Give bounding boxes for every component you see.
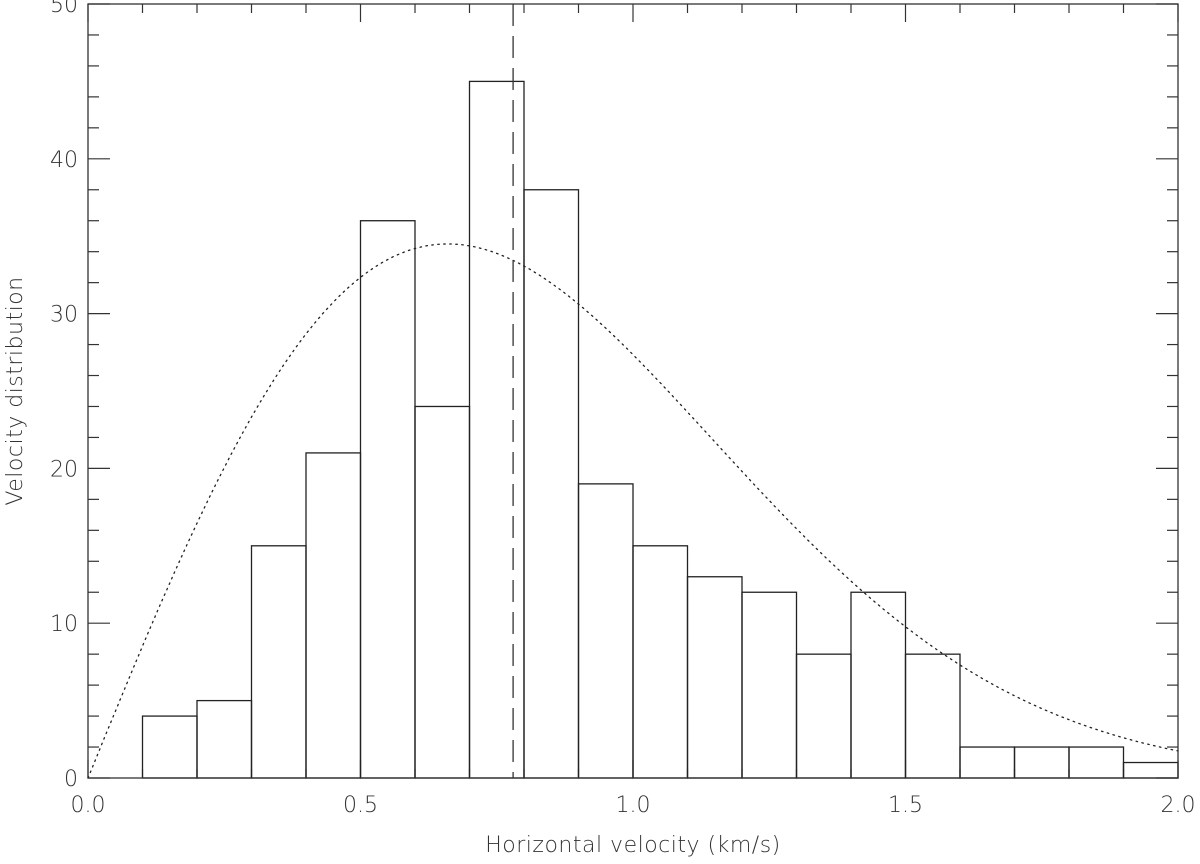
plot-frame	[87, 3, 1179, 779]
y-tick-label: 30	[50, 303, 78, 328]
y-axis-title: Velocity distribution	[3, 276, 28, 505]
histogram-bar	[414, 405, 471, 779]
x-tick-label: 0.5	[343, 793, 378, 818]
histogram-bar	[468, 80, 525, 779]
histogram-bar	[305, 452, 362, 779]
x-tick-label: 2.0	[1161, 793, 1196, 818]
y-tick-label: 40	[50, 148, 78, 173]
histogram-bar	[959, 746, 1016, 779]
fit-curve	[87, 243, 1179, 779]
histogram-bar	[523, 189, 580, 779]
histogram-bar	[1122, 761, 1179, 779]
x-tick-label: 0.0	[71, 793, 106, 818]
histogram-bar	[577, 483, 634, 779]
histogram-bar	[141, 715, 198, 779]
x-axis-title: Horizontal velocity (km/s)	[485, 833, 781, 858]
y-tick-label: 0	[64, 767, 78, 792]
y-tick-label: 50	[50, 0, 78, 18]
histogram-bar	[1013, 746, 1070, 779]
histogram-bar	[632, 545, 689, 779]
histogram-bar	[1068, 746, 1125, 779]
y-tick-labels: 0 10 20 30 40 50	[50, 0, 78, 792]
fit-curve-layer	[87, 243, 1179, 779]
histogram-bar	[741, 591, 798, 779]
histogram-bar	[795, 653, 852, 779]
histogram-bar	[250, 545, 307, 779]
histogram-bars	[141, 80, 1179, 779]
histogram-bar	[904, 653, 961, 779]
x-tick-label: 1.0	[616, 793, 651, 818]
y-tick-label: 10	[50, 612, 78, 637]
histogram-bar	[686, 576, 743, 779]
histogram-bar	[359, 220, 416, 779]
histogram-bar	[196, 699, 253, 779]
y-tick-label: 20	[50, 457, 78, 482]
x-tick-label: 1.5	[888, 793, 923, 818]
x-tick-labels: 0.0 0.5 1.0 1.5 2.0	[71, 793, 1196, 818]
